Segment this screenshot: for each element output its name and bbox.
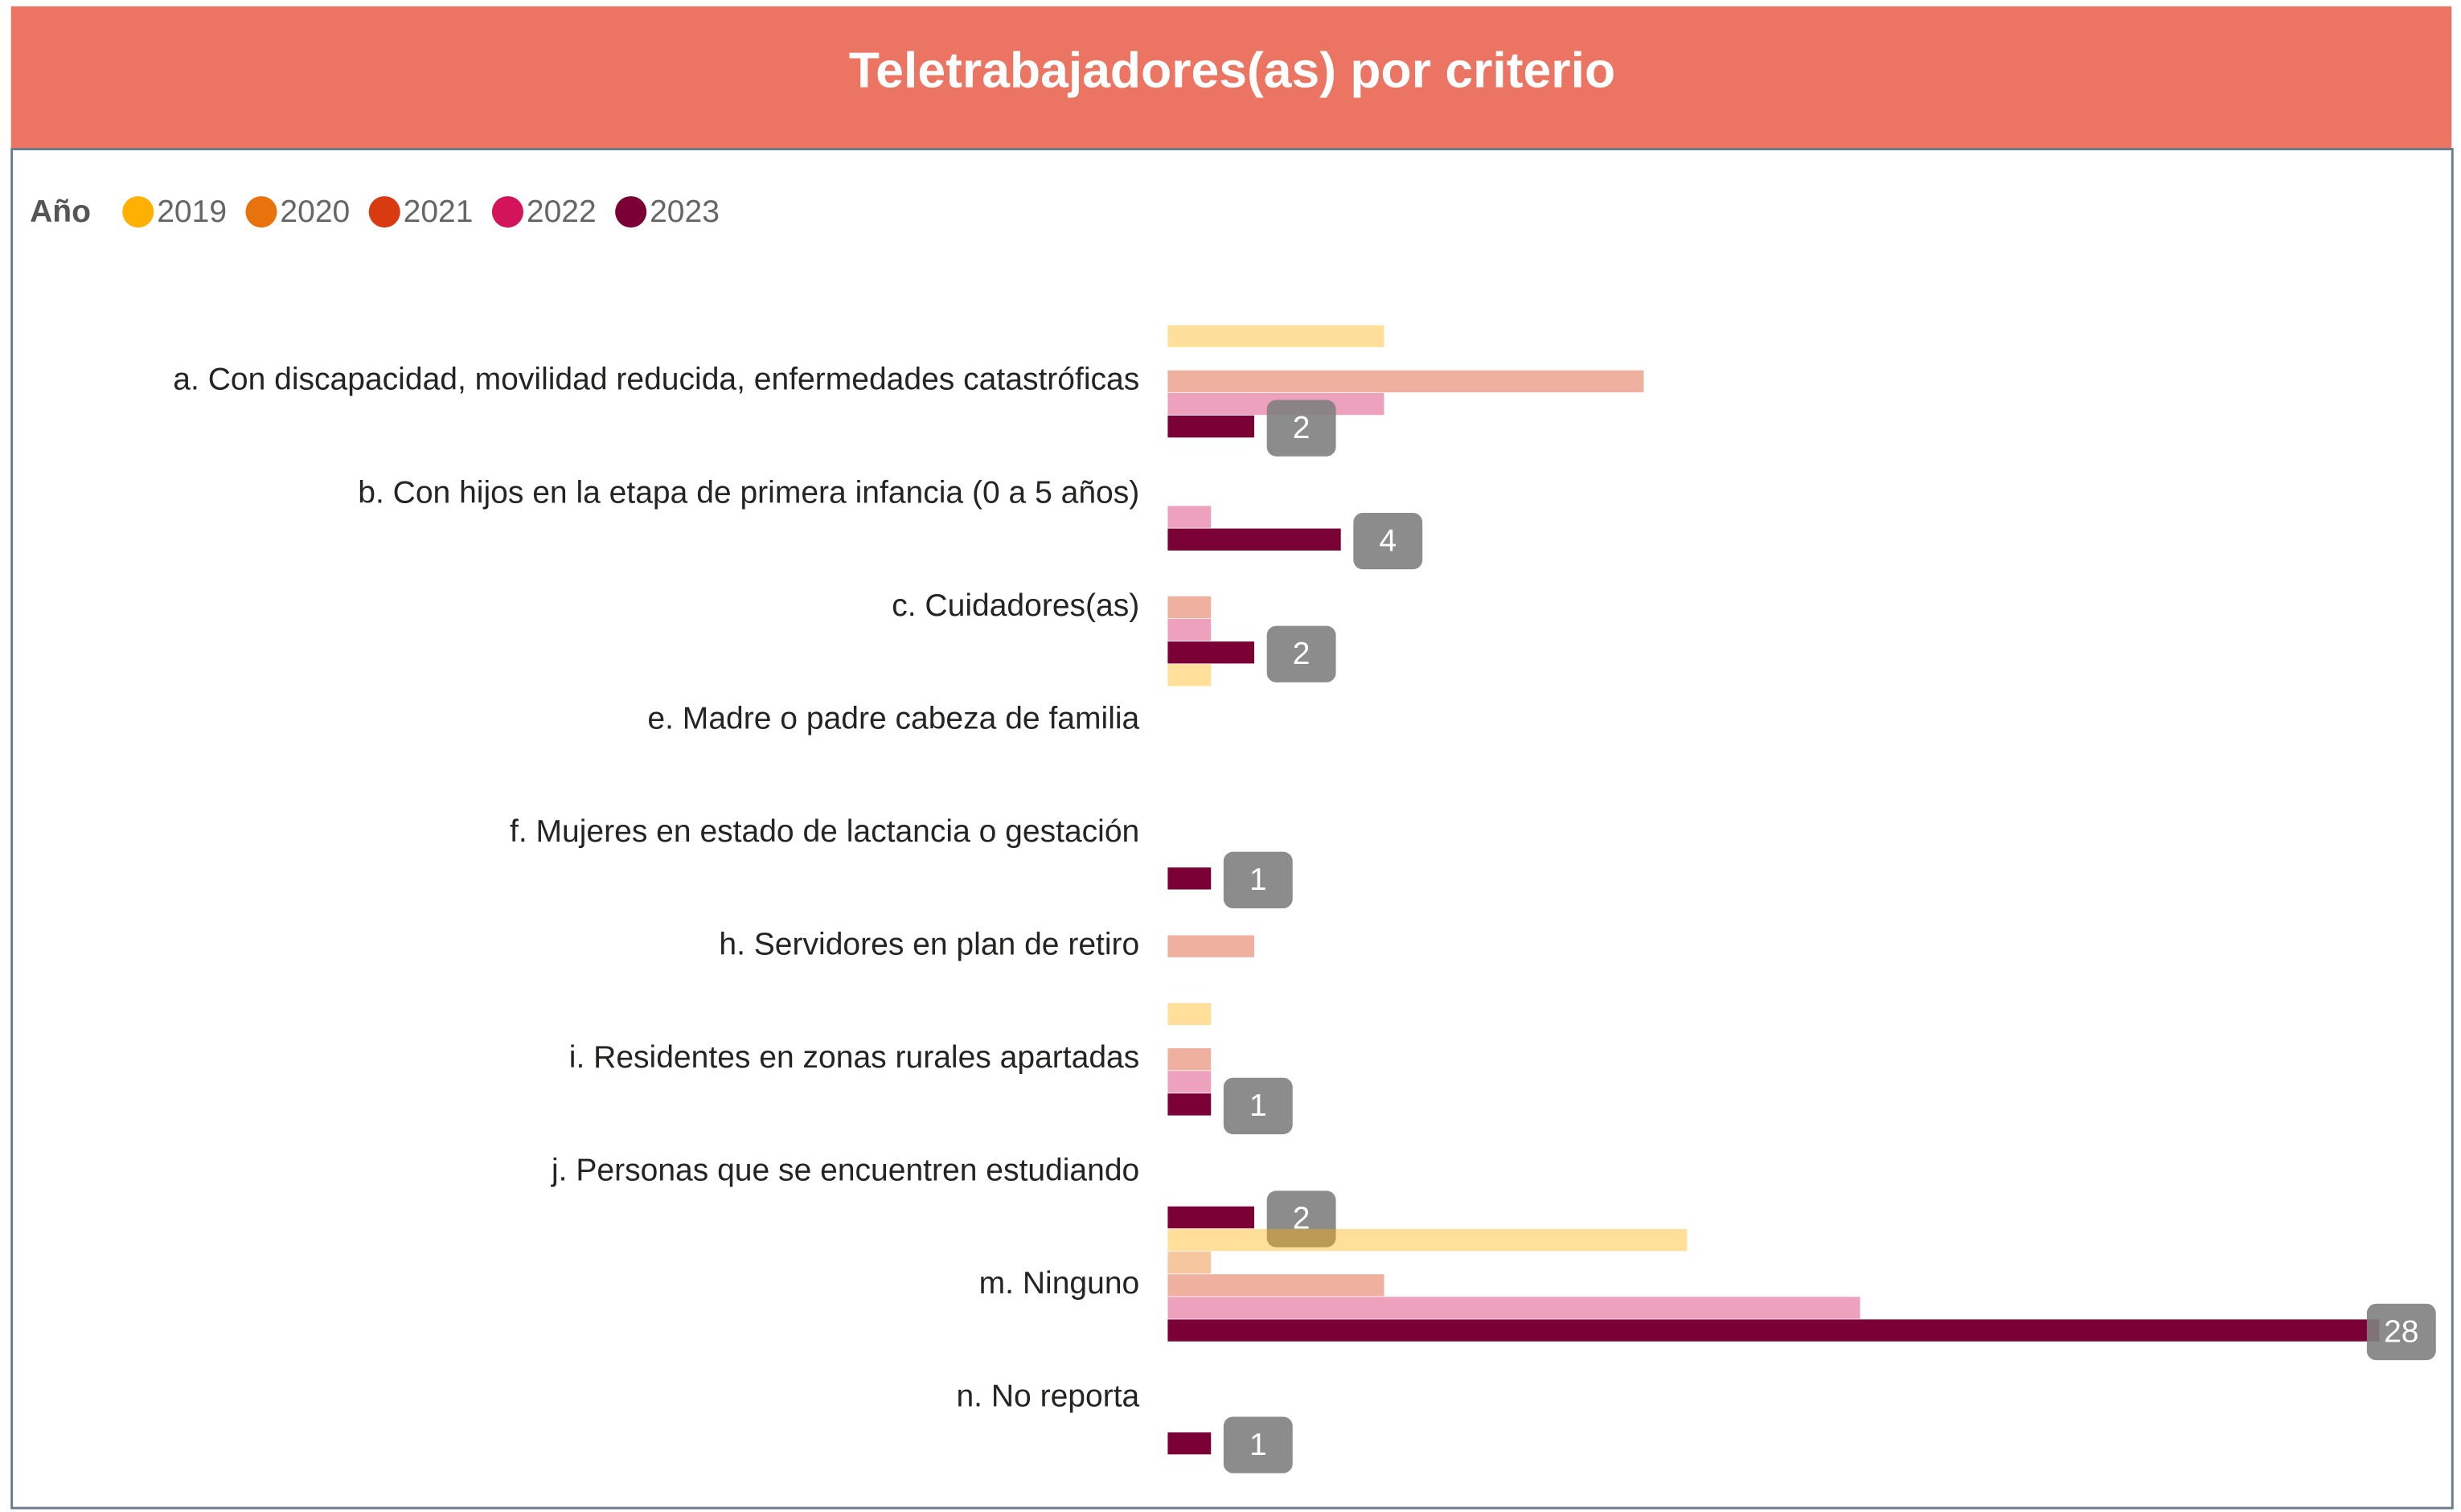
bar — [1167, 1274, 1384, 1297]
category-label: j. Personas que se encuentren estudiando — [551, 1153, 1139, 1188]
data-label-box — [1223, 1416, 1293, 1473]
category-label: m. Ninguno — [979, 1266, 1140, 1301]
legend-label: 2023 — [650, 195, 720, 229]
legend-title: Año — [30, 195, 91, 229]
bar — [1167, 1228, 1688, 1252]
data-label: 4 — [1379, 523, 1397, 558]
bar — [1167, 641, 1255, 664]
bar — [1167, 1319, 2380, 1342]
legend-swatch — [122, 196, 154, 228]
category-label: e. Madre o padre cabeza de familia — [647, 701, 1139, 736]
bar — [1167, 1432, 1212, 1455]
category-label: a. Con discapacidad, movilidad reducida,… — [173, 363, 1139, 397]
legend-swatch — [368, 196, 400, 228]
legend-label: 2020 — [280, 195, 350, 229]
bar — [1167, 1071, 1212, 1093]
data-label: 1 — [1249, 1428, 1267, 1462]
bar — [1167, 664, 1212, 686]
data-label: 28 — [2384, 1314, 2418, 1349]
data-label: 2 — [1293, 1202, 1310, 1236]
category-label: h. Servidores en plan de retiro — [719, 928, 1139, 962]
chart-title: Teletrabajadores(as) por criterio — [849, 42, 1615, 98]
category-label: f. Mujeres en estado de lactancia o gest… — [510, 814, 1139, 849]
bar — [1167, 370, 1644, 393]
legend-swatch — [615, 196, 647, 228]
data-label-box — [1223, 1077, 1293, 1135]
legend-swatch — [491, 196, 523, 228]
bar — [1167, 867, 1212, 890]
data-label-box — [2366, 1303, 2436, 1361]
data-label: 1 — [1249, 1088, 1267, 1123]
bar — [1167, 1206, 1255, 1229]
legend-swatch — [245, 196, 277, 228]
bar — [1167, 325, 1384, 347]
category-label: c. Cuidadores(as) — [892, 588, 1139, 623]
data-label: 2 — [1293, 637, 1310, 671]
data-label-box — [1266, 400, 1336, 457]
bar — [1167, 618, 1212, 641]
bar — [1167, 1297, 1860, 1319]
category-label: i. Residentes en zonas rurales apartadas — [569, 1040, 1139, 1075]
bar — [1167, 415, 1255, 438]
bar — [1167, 935, 1255, 957]
data-label-box — [1266, 625, 1336, 682]
data-label-box — [1266, 1190, 1336, 1248]
bar — [1167, 1002, 1212, 1026]
bar — [1167, 506, 1212, 528]
legend-label: 2022 — [527, 195, 597, 229]
bar — [1167, 528, 1341, 551]
data-label: 1 — [1249, 863, 1267, 897]
bar — [1167, 1048, 1212, 1071]
data-label-box — [1353, 513, 1423, 570]
bar — [1167, 1252, 1212, 1274]
bar — [1167, 596, 1212, 619]
category-label: b. Con hijos en la etapa de primera infa… — [358, 475, 1139, 510]
header-bar — [10, 6, 2452, 150]
chart-frame — [10, 148, 2454, 1510]
legend-label: 2019 — [157, 195, 227, 229]
category-label: n. No reporta — [956, 1379, 1139, 1414]
data-label-box — [1223, 851, 1293, 908]
legend-label: 2021 — [404, 195, 474, 229]
data-label: 2 — [1293, 411, 1310, 445]
bar — [1167, 1093, 1212, 1116]
